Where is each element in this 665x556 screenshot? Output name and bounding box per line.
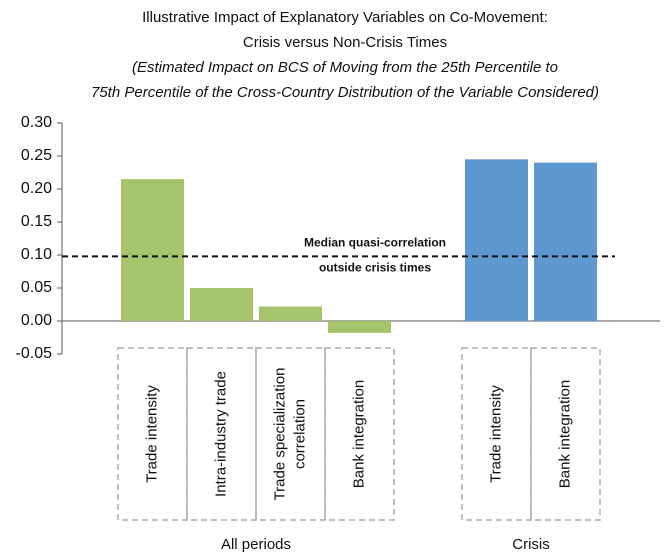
category-box [530, 347, 601, 521]
category-label: Trade intensity [487, 385, 504, 483]
group-label: All periods [221, 536, 291, 553]
y-tick-label: 0.20 [21, 180, 52, 197]
chart-title: Illustrative Impact of Explanatory Varia… [142, 9, 548, 26]
bar [190, 288, 253, 321]
y-tick-label: -0.05 [16, 345, 53, 362]
bar [465, 159, 528, 321]
chart-title: Crisis versus Non-Crisis Times [243, 34, 447, 51]
group-label: Crisis [512, 536, 550, 553]
y-tick-label: 0.15 [21, 213, 52, 230]
category-label: Trade intensity [143, 385, 160, 483]
y-tick-label: 0.00 [21, 312, 52, 329]
y-tick-label: 0.25 [21, 147, 52, 164]
reference-label: Median quasi-correlation [304, 235, 446, 249]
category-label: Bank integration [556, 380, 573, 488]
y-tick-label: 0.30 [21, 114, 52, 131]
chart-subtitle: (Estimated Impact on BCS of Moving from … [132, 59, 558, 76]
bar [259, 306, 322, 321]
bar [121, 179, 184, 321]
reference-label: outside crisis times [319, 260, 431, 274]
bar [328, 321, 391, 333]
category-box [324, 347, 395, 521]
category-label: Intra-industry trade [212, 371, 229, 497]
category-label: Bank integration [350, 380, 367, 488]
y-tick-label: 0.05 [21, 279, 52, 296]
bar [534, 162, 597, 321]
y-tick-label: 0.10 [21, 246, 52, 263]
chart-subtitle: 75th Percentile of the Cross-Country Dis… [91, 84, 599, 101]
category-label: Trade specialization correlation [271, 368, 308, 501]
